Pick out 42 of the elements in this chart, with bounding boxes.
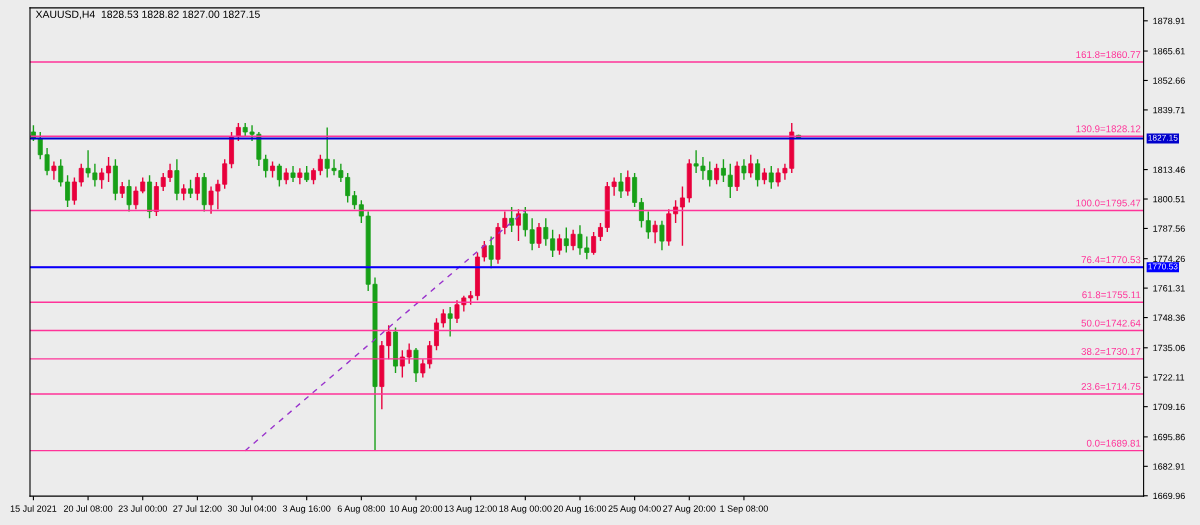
y-tick-label: 1695.86 [1153, 433, 1185, 441]
x-tick-label: 27 Aug 20:00 [663, 505, 716, 514]
y-tick-label: 1735.06 [1153, 344, 1185, 352]
ref-line-label: 50.0=1742.64 [1081, 319, 1141, 327]
y-tick-label: 1774.26 [1153, 255, 1185, 263]
x-tick-label: 13 Aug 12:00 [444, 505, 497, 514]
ref-line-label: 161.8=1860.77 [1076, 51, 1141, 59]
x-tick-label: 10 Aug 20:00 [390, 505, 443, 514]
y-tick-label: 1682.91 [1153, 463, 1185, 470]
ref-line-label: 0.0=1689.81 [1086, 439, 1141, 447]
ref-line-label: 1770.53 [1148, 263, 1178, 270]
y-tick-label: 1761.31 [1153, 285, 1185, 292]
y-tick-label: 1709.16 [1153, 403, 1185, 411]
y-tick-label: 1878.91 [1153, 17, 1185, 25]
y-tick-label: 1839.71 [1153, 106, 1185, 114]
x-tick-label: 6 Aug 08:00 [337, 505, 386, 514]
x-tick-label: 3 Aug 16:00 [282, 505, 331, 514]
ref-line-label: 61.8=1755.11 [1082, 291, 1141, 299]
y-tick-label: 1669.96 [1153, 492, 1185, 500]
x-tick-label: 20 Aug 16:00 [553, 505, 607, 514]
x-tick-label: 18 Aug 00:00 [499, 505, 552, 514]
ref-line-label: 130.9=1828.12 [1076, 125, 1141, 133]
y-tick-label: 1748.36 [1153, 314, 1185, 321]
x-tick-label: 1 Sep 08:00 [720, 505, 768, 514]
ref-line-label: 100.0=1795.47 [1076, 199, 1141, 207]
x-tick-label: 15 Jul 2021 [10, 505, 57, 512]
x-tick-label: 20 Jul 08:00 [63, 505, 113, 512]
x-tick-label: 27 Jul 12:00 [173, 505, 222, 512]
y-tick-label: 1865.61 [1153, 48, 1185, 55]
x-tick-label: 30 Jul 04:00 [227, 505, 277, 512]
ref-line-label: 1827.15 [1148, 134, 1178, 141]
y-tick-label: 1852.66 [1153, 77, 1185, 84]
y-tick-label: 1787.56 [1153, 225, 1185, 232]
chart-title: XAUUSD,H4 1828.53 1828.82 1827.00 1827.15 [35, 10, 260, 20]
ref-line-label: 23.6=1714.75 [1081, 383, 1141, 390]
x-tick-label: 23 Jul 00:00 [118, 505, 167, 512]
y-tick-label: 1722.11 [1153, 374, 1185, 381]
y-tick-label: 1813.46 [1153, 166, 1185, 173]
x-tick-label: 25 Aug 04:00 [608, 505, 661, 514]
ref-line-label: 38.2=1730.17 [1081, 348, 1141, 355]
y-tick-label: 1800.51 [1153, 195, 1185, 203]
ref-line-label: 76.4=1770.53 [1081, 256, 1141, 264]
